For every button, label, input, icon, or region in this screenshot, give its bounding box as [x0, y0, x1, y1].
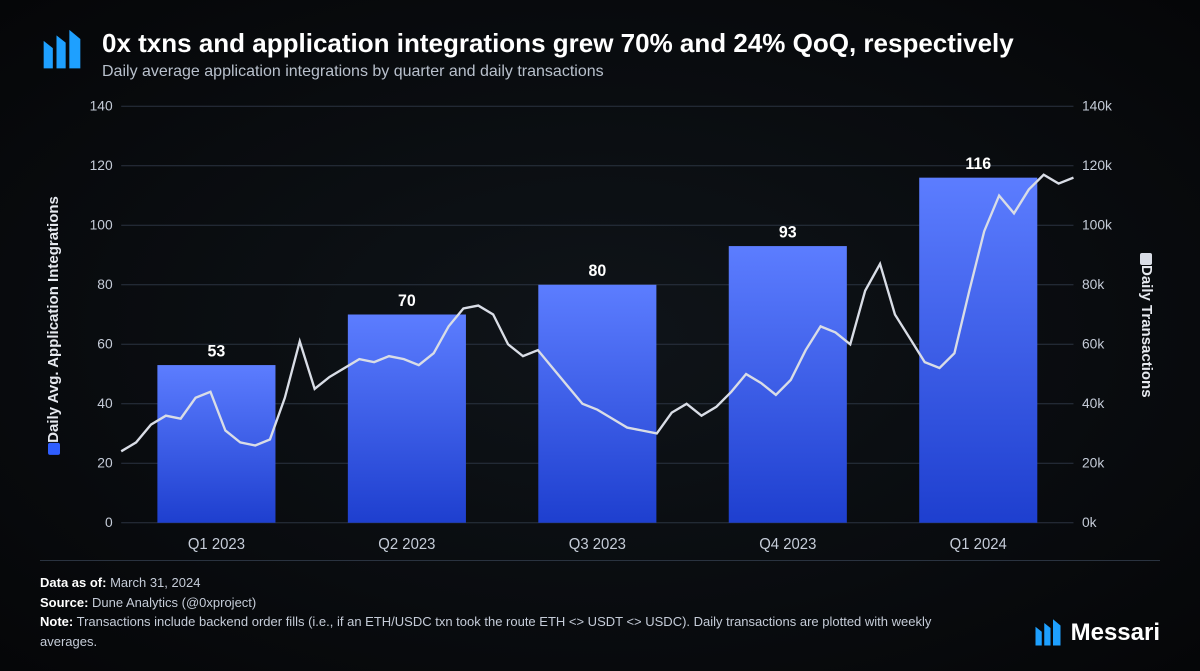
- svg-text:40: 40: [97, 395, 113, 411]
- chart-title: 0x txns and application integrations gre…: [102, 28, 1014, 59]
- svg-text:60: 60: [97, 336, 113, 352]
- source: Dune Analytics (@0xproject): [92, 595, 256, 610]
- note: Transactions include backend order fills…: [40, 614, 931, 649]
- svg-text:0k: 0k: [1082, 514, 1098, 530]
- brand: Messari: [1033, 615, 1160, 651]
- x-category-label: Q4 2023: [759, 536, 816, 553]
- svg-text:120k: 120k: [1082, 157, 1113, 173]
- svg-text:140k: 140k: [1082, 98, 1113, 114]
- y-axis-right-label: Daily Transactions: [1132, 91, 1160, 560]
- svg-text:80: 80: [97, 276, 113, 292]
- svg-text:40k: 40k: [1082, 395, 1105, 411]
- svg-text:20: 20: [97, 455, 113, 471]
- bar: [919, 178, 1037, 523]
- data-as-of: March 31, 2024: [110, 575, 200, 590]
- bar-value-label: 80: [588, 262, 606, 280]
- bar-value-label: 116: [965, 155, 991, 173]
- note-key: Note:: [40, 614, 73, 629]
- messari-logo-icon: [1033, 618, 1063, 648]
- chart-subtitle: Daily average application integrations b…: [102, 63, 1014, 81]
- svg-text:0: 0: [105, 514, 113, 530]
- header: 0x txns and application integrations gre…: [40, 28, 1160, 81]
- svg-text:100: 100: [90, 217, 113, 233]
- svg-text:20k: 20k: [1082, 455, 1105, 471]
- x-category-label: Q1 2024: [950, 536, 1007, 553]
- svg-text:80k: 80k: [1082, 276, 1105, 292]
- y-axis-left-label: Daily Avg. Application Integrations: [40, 91, 68, 560]
- source-key: Source:: [40, 595, 88, 610]
- svg-text:100k: 100k: [1082, 217, 1113, 233]
- svg-text:60k: 60k: [1082, 336, 1105, 352]
- chart-area: 0 20 40 60 80 100 120 140 0k 20k 40k 60k 80k 100k 120k…: [68, 91, 1132, 560]
- bar-value-label: 53: [208, 342, 226, 360]
- data-as-of-key: Data as of:: [40, 575, 106, 590]
- svg-text:140: 140: [90, 98, 113, 114]
- x-category-label: Q3 2023: [569, 536, 626, 553]
- svg-text:120: 120: [90, 157, 113, 173]
- messari-logo-icon: [40, 28, 84, 72]
- x-category-label: Q2 2023: [378, 536, 435, 553]
- footer: Data as of: March 31, 2024 Source: Dune …: [40, 560, 1160, 651]
- bar-value-label: 70: [398, 292, 416, 310]
- bar-value-label: 93: [779, 223, 797, 241]
- bar: [348, 315, 466, 523]
- x-category-label: Q1 2023: [188, 536, 245, 553]
- bar: [538, 285, 656, 523]
